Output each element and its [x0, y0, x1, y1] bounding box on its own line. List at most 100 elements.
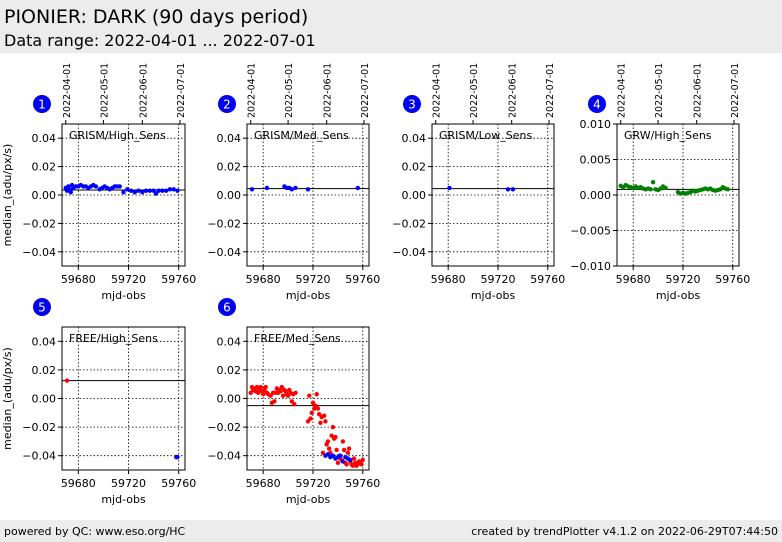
data-point [317, 412, 322, 417]
data-point [350, 463, 356, 468]
data-point [117, 184, 122, 189]
data-points [63, 182, 180, 196]
y-tick-label: 0.04 [402, 132, 427, 145]
data-point [272, 399, 277, 404]
chart-panel-3: 59680 59720 59760 −0.04 −0.02 0.00 0.02 0.04 mjd… [392, 63, 565, 302]
x-tick-label: 59760 [715, 273, 750, 286]
data-point [333, 434, 338, 440]
x-axis-label: mjd-obs [101, 493, 146, 506]
data-point [329, 433, 334, 438]
data-point [285, 393, 291, 398]
data-point [340, 439, 346, 444]
data-point [345, 450, 351, 456]
data-point [278, 389, 283, 394]
top-date-label: 2022-06-01 [323, 63, 334, 118]
badge-number: 2 [223, 98, 231, 112]
badge-circle [218, 95, 236, 113]
y-tick-label: −0.005 [570, 225, 611, 238]
data-point [293, 390, 298, 395]
data-point [153, 191, 159, 196]
data-point [663, 185, 668, 191]
panel-badge: 5 [33, 298, 51, 316]
data-point [292, 402, 297, 407]
data-point [321, 413, 327, 418]
y-tick-label: 0.010 [580, 118, 612, 131]
y-tick-label: 0.02 [217, 364, 242, 377]
data-point [650, 180, 656, 185]
y-tick-label: 0.02 [402, 161, 427, 174]
data-point [121, 189, 126, 195]
x-axis-label: mjd-obs [101, 289, 146, 302]
data-point [64, 378, 70, 383]
y-tick-label: 0.000 [580, 189, 612, 202]
data-point [334, 447, 339, 453]
x-tick-label: 59720 [111, 477, 146, 490]
top-date-label: 2022-05-01 [284, 63, 295, 118]
data-point [248, 390, 253, 395]
data-point [335, 460, 341, 466]
data-point [156, 188, 161, 193]
data-point [263, 384, 268, 390]
data-point [309, 410, 314, 415]
x-tick-label: 59680 [61, 273, 96, 286]
data-point [163, 188, 169, 193]
x-tick-label: 59720 [665, 273, 700, 286]
y-tick-label: −0.02 [22, 421, 56, 434]
top-date-label: 2022-06-01 [693, 63, 704, 118]
data-point [305, 419, 311, 424]
top-date-label: 2022-07-01 [360, 63, 371, 118]
x-tick-label: 59680 [61, 477, 96, 490]
data-point [348, 457, 353, 463]
data-point [289, 187, 295, 192]
y-tick-label: −0.02 [207, 421, 241, 434]
data-point [315, 406, 321, 411]
top-date-label: 2022-04-01 [617, 63, 628, 118]
data-point [305, 187, 311, 192]
data-point [280, 393, 286, 398]
top-date-label: 2022-07-01 [545, 63, 556, 118]
badge-number: 1 [38, 98, 46, 112]
chart-grid: 59680 59720 59760 −0.04 −0.02 0.00 0.02 0.04 mjd… [1, 63, 750, 506]
data-point [330, 424, 336, 430]
data-point [175, 454, 180, 460]
data-point [351, 456, 357, 461]
data-point [359, 462, 364, 467]
data-point [338, 453, 343, 458]
x-tick-label: 59680 [616, 273, 651, 286]
x-tick-label: 59760 [345, 477, 380, 490]
y-tick-label: 0.005 [580, 154, 612, 167]
chart-panel-2: 59680 59720 59760 −0.04 −0.02 0.00 0.02 0.04 mjd… [207, 63, 380, 302]
top-date-label: 2022-06-01 [138, 63, 149, 118]
data-point [318, 420, 323, 426]
data-point [320, 450, 326, 456]
data-point [330, 453, 336, 458]
data-point [648, 187, 653, 192]
panel-badge: 1 [33, 95, 51, 113]
x-tick-label: 59760 [161, 477, 196, 490]
top-date-label: 2022-04-01 [432, 63, 443, 118]
data-point [260, 392, 266, 397]
badge-circle [33, 298, 51, 316]
data-point [308, 416, 313, 421]
data-points [618, 180, 730, 196]
x-axis-label: mjd-obs [471, 289, 516, 302]
data-point [160, 188, 165, 193]
chart-panel-6: 59680 59720 59760 −0.04 −0.02 0.00 0.02 0.04 mjd… [207, 298, 380, 506]
data-point [325, 452, 331, 457]
data-point [167, 187, 173, 192]
chart-panel-1: 59680 59720 59760 −0.04 −0.02 0.00 0.02 0.04 mjd… [1, 63, 196, 302]
panel-label: GRW/High_Sens [624, 129, 712, 142]
x-axis-label: mjd-obs [656, 289, 701, 302]
panel-label: GRISM/Low_Sens [439, 129, 532, 142]
panel-badge: 6 [218, 298, 236, 316]
x-tick-label: 59680 [246, 273, 281, 286]
y-tick-label: 0.00 [32, 189, 57, 202]
top-date-label: 2022-04-01 [62, 63, 73, 118]
data-point [293, 185, 298, 191]
x-tick-label: 59720 [295, 273, 330, 286]
y-tick-label: −0.04 [207, 450, 241, 463]
y-tick-label: 0.04 [32, 132, 57, 145]
data-point [344, 462, 349, 467]
data-point [510, 187, 516, 192]
data-point [505, 187, 511, 192]
